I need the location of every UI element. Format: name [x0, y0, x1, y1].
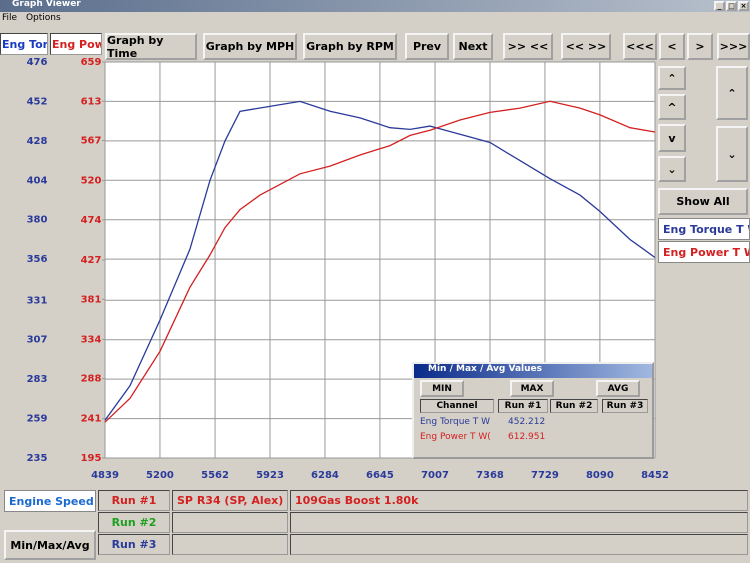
zoom-out[interactable]: ⌃: [716, 66, 748, 120]
dialog-button[interactable]: AVG: [596, 380, 640, 397]
column-header: Channel: [420, 399, 494, 413]
run-vehicle: [172, 534, 288, 555]
zoom-in[interactable]: ⌄: [716, 126, 748, 182]
y-tick-label: 307: [27, 335, 48, 346]
column-header: Run #1: [498, 399, 548, 413]
menu-item[interactable]: File: [2, 13, 18, 23]
run-note: 109Gas Boost 1.80k: [290, 490, 748, 511]
y-tick-label: 331: [27, 295, 48, 306]
dialog-cell: 452.212: [508, 417, 546, 427]
run-label: Run #2: [98, 512, 170, 533]
toolbar-button[interactable]: <<<: [623, 33, 657, 60]
y-tick-label: 259: [27, 414, 48, 425]
y2-tick-label: 474: [81, 215, 102, 226]
y2-tick-label: 613: [81, 96, 102, 107]
column-header: Run #3: [602, 399, 648, 413]
y-tick-label: 235: [27, 453, 48, 464]
legend-entry[interactable]: Eng Power T WC: [658, 241, 750, 263]
toolbar-button[interactable]: <: [659, 33, 685, 60]
run-note: [290, 534, 748, 555]
toolbar-button[interactable]: Graph by Time: [105, 33, 197, 60]
x-tick-label: 5923: [256, 470, 284, 481]
minimize[interactable]: _: [714, 1, 725, 11]
dialog: Min / Max / Avg Values MIN MAX AVG Channel R…: [412, 362, 654, 459]
run-label: Run #3: [98, 534, 170, 555]
x-tick-label: 6284: [311, 470, 339, 481]
scroll-up[interactable]: ^: [658, 94, 686, 120]
scroll-down[interactable]: v: [658, 124, 686, 152]
y2-tick-label: 381: [81, 294, 102, 305]
run-vehicle: SP R34 (SP, Alex): [172, 490, 288, 511]
y2-tick-label: 334: [81, 334, 102, 345]
dialog-button[interactable]: MIN: [420, 380, 464, 397]
y-tick-label: 356: [27, 254, 48, 265]
y-tick-label: 452: [27, 96, 48, 107]
y2-tick-label: 195: [81, 453, 102, 464]
y-tick-label: 283: [27, 374, 48, 385]
y-tick-label: 380: [27, 215, 48, 226]
toolbar-button[interactable]: >: [687, 33, 713, 60]
dialog-cell: Eng Torque T W: [420, 417, 491, 427]
column-header: Run #2: [550, 399, 598, 413]
toolbar-button[interactable]: Prev: [405, 33, 449, 60]
toolbar-button[interactable]: Next: [453, 33, 493, 60]
title-bar: Graph Viewer _ □ ×: [0, 0, 750, 12]
x-tick-label: 7729: [531, 470, 559, 481]
menu-item[interactable]: Options: [25, 13, 61, 23]
x-tick-label: 8452: [641, 470, 669, 481]
axis-header: Eng Powe: [50, 33, 102, 55]
show-all[interactable]: Show All: [658, 188, 748, 215]
toolbar-button[interactable]: >> <<: [503, 33, 553, 60]
y2-tick-label: 241: [81, 414, 102, 425]
axis-header: Eng Torq: [0, 33, 48, 55]
dialog-title: Min / Max / Avg Values: [414, 364, 652, 378]
scroll-down-fast[interactable]: ⌄: [658, 156, 686, 182]
series-line: [104, 100, 656, 421]
y2-tick-label: 567: [81, 136, 102, 147]
toolbar-button[interactable]: << >>: [561, 33, 611, 60]
toolbar-button[interactable]: >>>: [717, 33, 750, 60]
dialog-button[interactable]: MAX: [510, 380, 554, 397]
x-tick-label: 7007: [421, 470, 449, 481]
run-vehicle: [172, 512, 288, 533]
close[interactable]: ×: [738, 1, 749, 11]
x-tick-label: 7368: [476, 470, 504, 481]
y-tick-label: 428: [27, 136, 48, 147]
y-tick-label: 476: [27, 57, 48, 68]
toolbar-button[interactable]: Graph by MPH: [203, 33, 297, 60]
x-tick-label: 8090: [586, 470, 614, 481]
y2-tick-label: 659: [81, 57, 102, 68]
run-label: Run #1: [98, 490, 170, 511]
y-tick-label: 404: [27, 175, 48, 186]
toolbar-button[interactable]: Graph by RPM: [303, 33, 397, 60]
dialog-cell: 612.951: [508, 432, 546, 442]
window-title: Graph Viewer: [12, 0, 81, 9]
min-max-avg-button[interactable]: Min/Max/Avg: [4, 530, 96, 560]
y2-tick-label: 288: [81, 374, 102, 385]
x-tick-label: 5562: [201, 470, 229, 481]
series-line: [104, 100, 656, 423]
y2-tick-label: 427: [81, 255, 102, 266]
menu-bar: File Options: [0, 13, 61, 25]
maximize[interactable]: □: [726, 1, 737, 11]
x-tick-label: 4839: [91, 470, 119, 481]
dialog-cell: Eng Power T W(: [420, 432, 491, 442]
scroll-up-fast[interactable]: ⌃: [658, 66, 686, 90]
channel-box[interactable]: Engine Speed (R: [4, 490, 96, 512]
y2-tick-label: 520: [81, 176, 102, 187]
x-tick-label: 6645: [366, 470, 394, 481]
run-note: [290, 512, 748, 533]
x-tick-label: 5200: [146, 470, 174, 481]
